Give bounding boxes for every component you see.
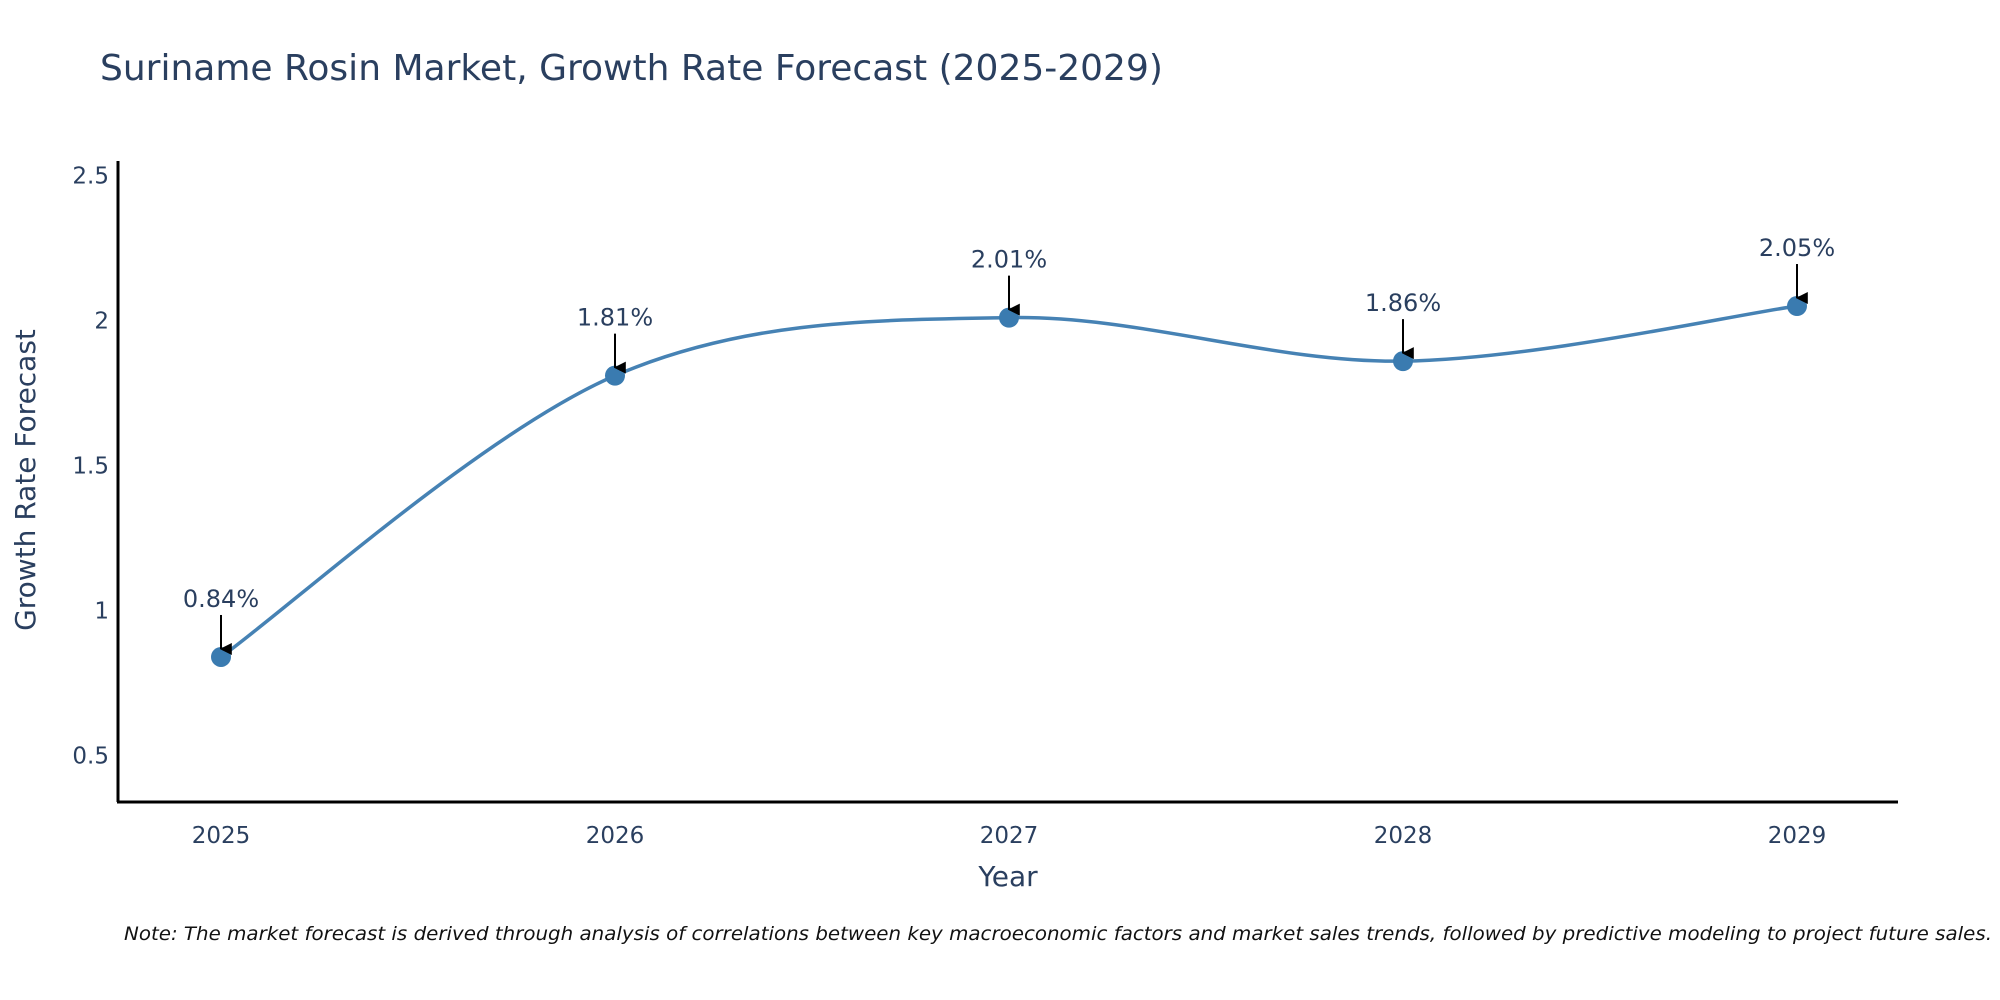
x-tick-labels: 2025 2026 2027 2028 2029 (192, 823, 1827, 849)
x-tick-label: 2026 (586, 823, 645, 849)
y-axis-title: Growth Rate Forecast (9, 329, 42, 631)
plot-area: 0.5 1 1.5 2 2.5 2025 2026 2027 2028 2029 0.84% 1.… (72, 161, 1898, 849)
data-point (211, 646, 231, 667)
x-tick-label: 2028 (1374, 823, 1433, 849)
data-point (1787, 296, 1807, 317)
x-tick-label: 2027 (980, 823, 1039, 849)
y-tick-label: 1 (94, 599, 109, 625)
data-annotations: 0.84% 1.81% 2.01% 1.86% 2.05% (183, 234, 1835, 655)
series-line (219, 304, 1798, 659)
chart-title: Suriname Rosin Market, Growth Rate Forec… (100, 48, 1163, 89)
y-tick-labels: 0.5 1 1.5 2 2.5 (72, 164, 109, 770)
data-label: 0.84% (183, 585, 259, 613)
y-tick-label: 1.5 (72, 454, 109, 480)
x-tick-label: 2029 (1768, 823, 1827, 849)
data-point (999, 307, 1019, 328)
data-label: 1.81% (577, 304, 653, 332)
data-markers (211, 296, 1807, 667)
y-tick-label: 2.5 (72, 164, 109, 190)
x-axis-title: Year (977, 860, 1038, 893)
data-label: 1.86% (1365, 289, 1441, 317)
x-tick-label: 2025 (192, 823, 251, 849)
data-point (1393, 351, 1413, 372)
footnote: Note: The market forecast is derived thr… (124, 923, 1992, 945)
y-tick-label: 0.5 (72, 744, 109, 770)
data-label: 2.05% (1759, 234, 1835, 262)
y-tick-label: 2 (94, 309, 109, 335)
data-label: 2.01% (971, 246, 1047, 274)
data-point (605, 365, 625, 386)
